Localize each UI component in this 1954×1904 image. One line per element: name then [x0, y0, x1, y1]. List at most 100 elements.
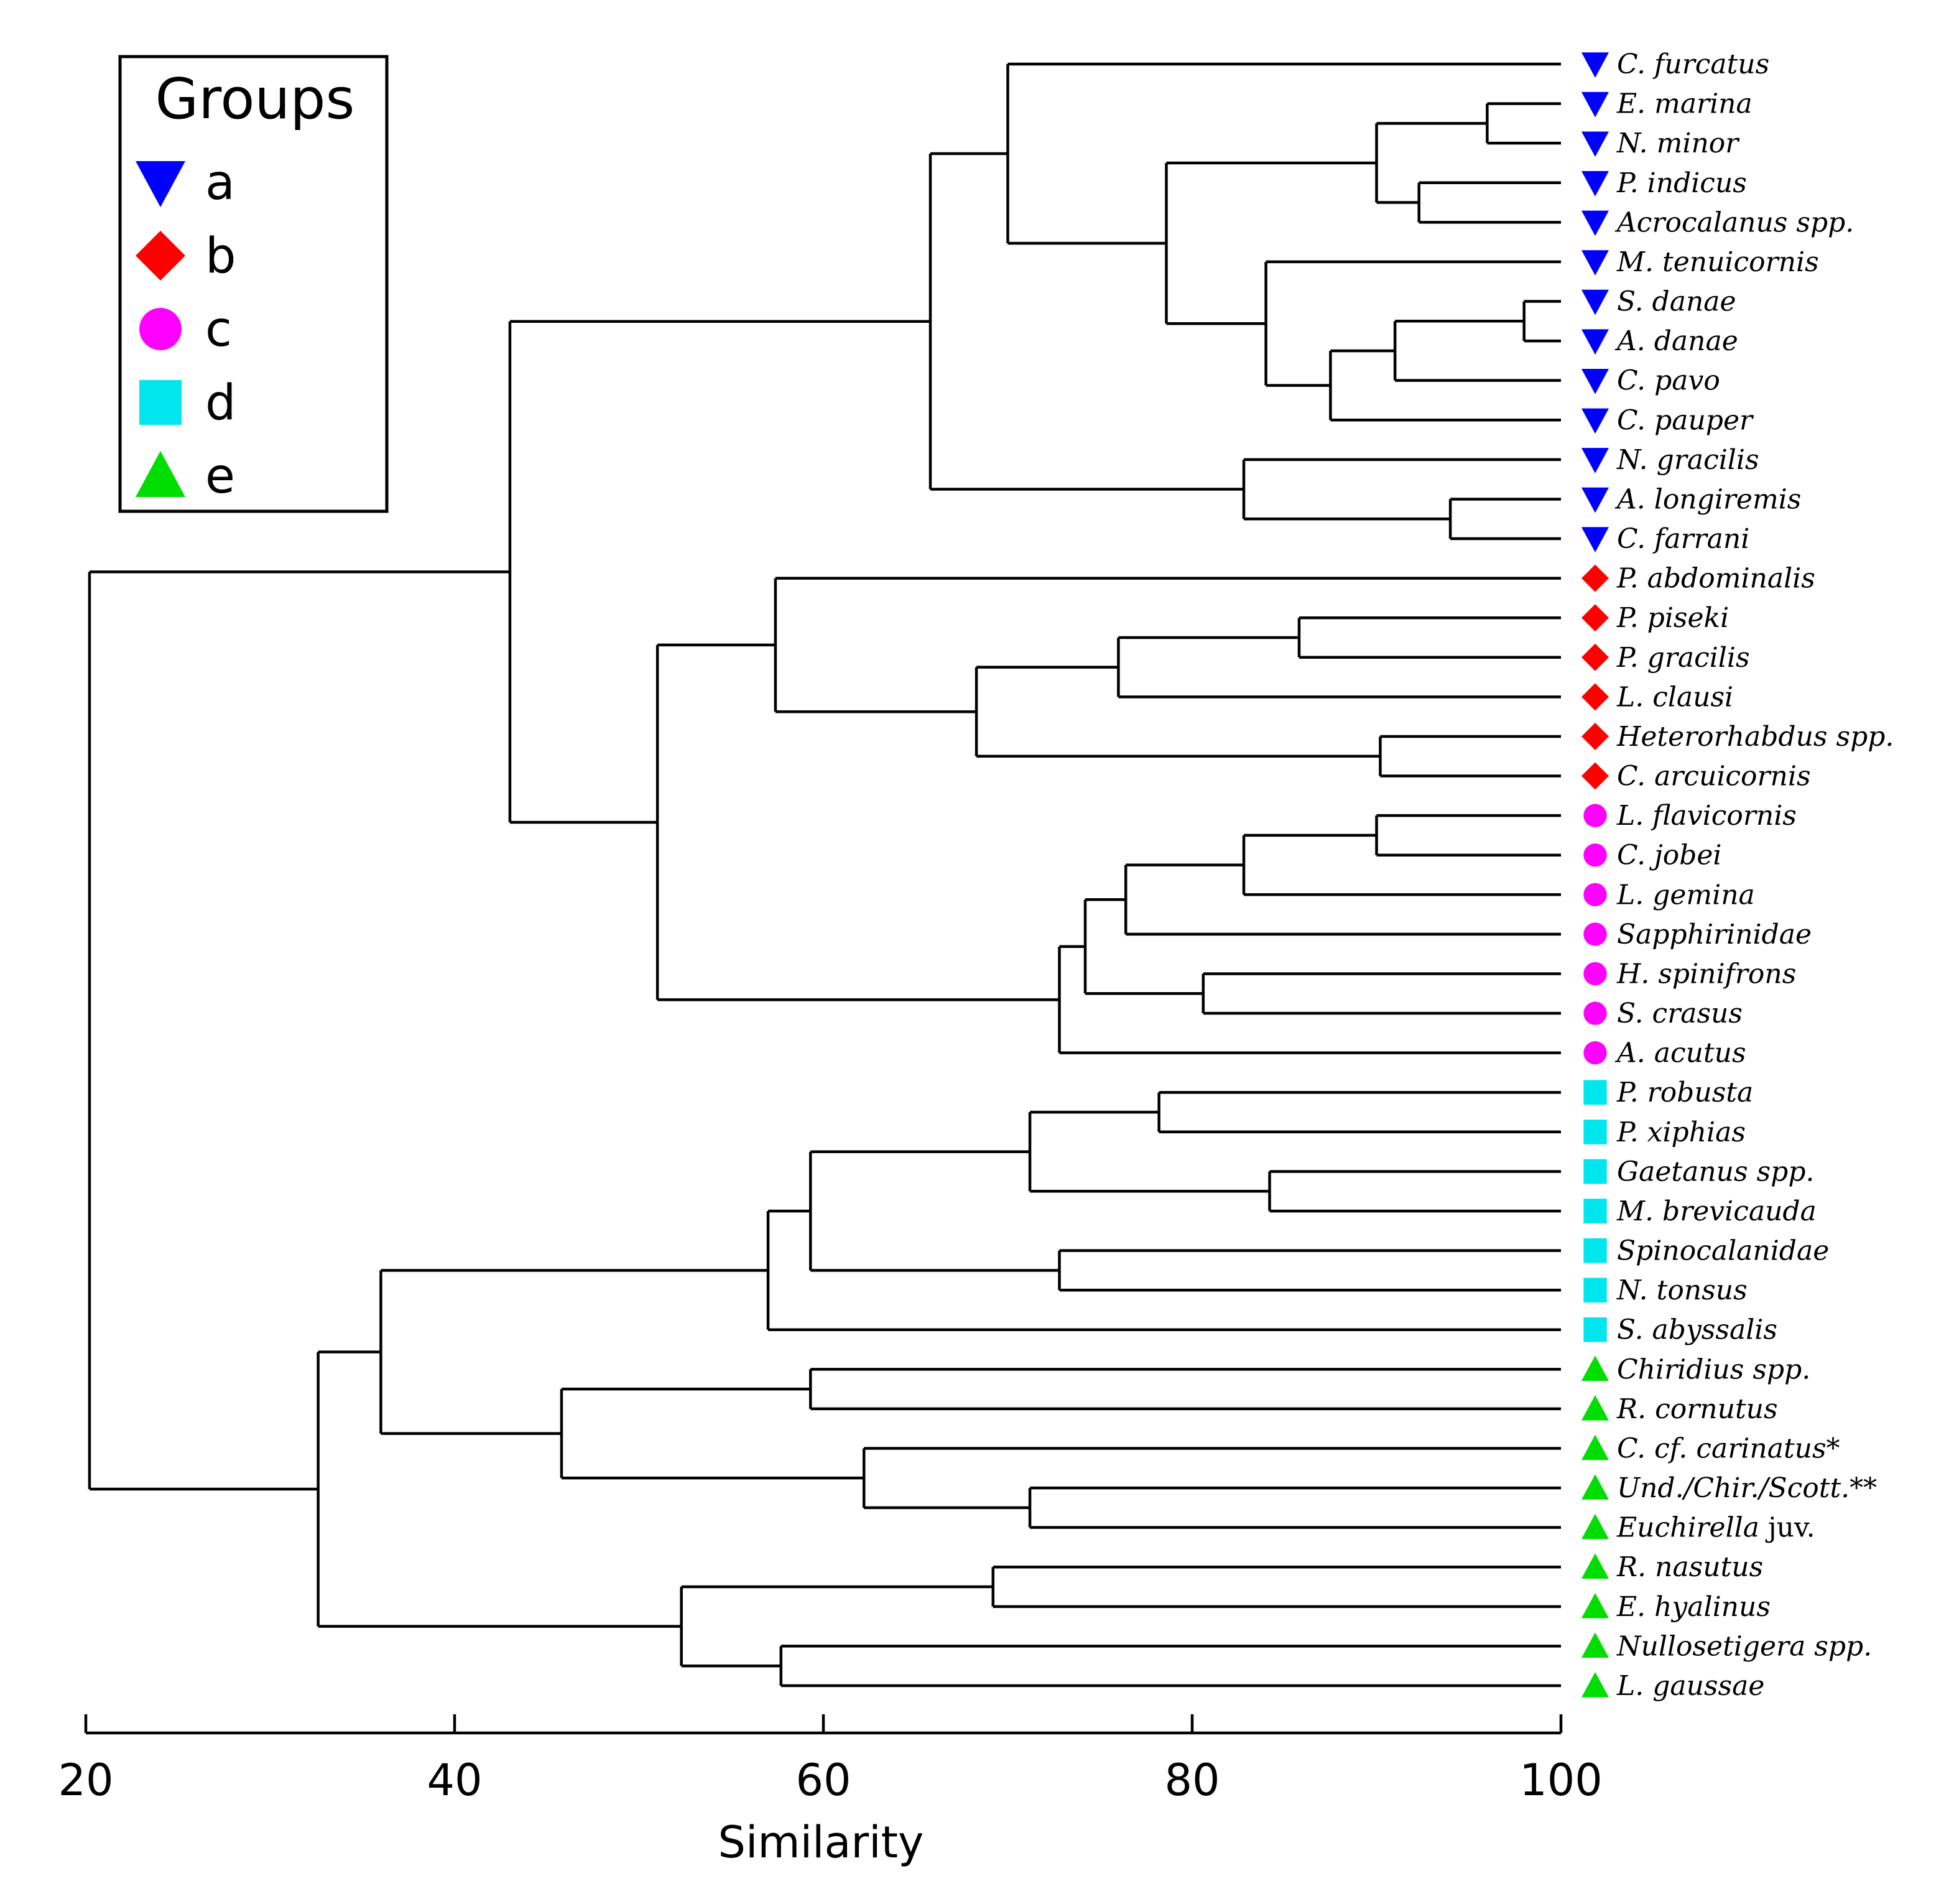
marker-group-e-39	[1581, 1592, 1609, 1618]
leaf-label: S. abyssalis	[1617, 1314, 1777, 1346]
leaf-label: E. hyalinus	[1616, 1591, 1771, 1623]
legend-label-e: e	[205, 448, 235, 504]
marker-group-a-9	[1581, 408, 1609, 434]
leaf-label: P. xiphias	[1616, 1117, 1746, 1148]
leaf-label: C. farrani	[1617, 523, 1749, 555]
x-tick-label: 40	[427, 1755, 482, 1806]
leaf-label: Und./Chir./Scott.**	[1617, 1472, 1877, 1504]
leaf-label: Heterorhabdus spp.	[1616, 721, 1894, 753]
marker-group-a-5	[1581, 250, 1609, 276]
marker-group-e-33	[1581, 1355, 1609, 1382]
leaf-label: L. gaussae	[1616, 1670, 1764, 1702]
marker-group-b-16	[1581, 683, 1609, 711]
x-tick-label: 60	[795, 1755, 851, 1806]
legend-marker-a	[136, 161, 185, 207]
marker-group-e-35	[1581, 1434, 1609, 1461]
leaf-label: C. pauper	[1617, 404, 1754, 436]
leaf-label: Nullosetigera spp.	[1616, 1630, 1872, 1662]
leaf-label: N. tonsus	[1616, 1275, 1748, 1306]
marker-group-c-20	[1583, 843, 1607, 867]
dendrogram-branches	[88, 62, 1561, 1688]
leaf-label: A. longiremis	[1614, 483, 1801, 515]
legend-label-b: b	[205, 228, 236, 284]
marker-group-a-2	[1581, 131, 1609, 157]
marker-group-a-4	[1581, 210, 1609, 236]
leaf-label: P. piseki	[1616, 602, 1729, 634]
marker-group-b-14	[1581, 604, 1609, 632]
marker-group-e-36	[1581, 1474, 1609, 1500]
leaf-label: Acrocalanus spp.	[1614, 207, 1854, 238]
leaf-label: C. cf. carinatus*	[1617, 1433, 1840, 1464]
marker-group-c-25	[1583, 1041, 1607, 1065]
legend-marker-e	[136, 451, 185, 497]
marker-group-e-34	[1581, 1395, 1609, 1421]
x-tick-label: 20	[58, 1755, 113, 1806]
leaf-label: N. gracilis	[1616, 444, 1759, 476]
leaf-label: M. brevicauda	[1616, 1196, 1817, 1227]
leaf-label: P. indicus	[1616, 167, 1747, 199]
legend-label-d: d	[205, 375, 236, 431]
leaf-label: C. jobei	[1617, 840, 1721, 871]
marker-group-a-1	[1581, 91, 1609, 118]
marker-group-d-28	[1583, 1159, 1607, 1184]
marker-group-a-0	[1581, 52, 1609, 78]
marker-group-e-38	[1581, 1553, 1609, 1579]
marker-group-c-19	[1583, 804, 1607, 827]
marker-group-b-13	[1581, 564, 1609, 592]
legend-marker-d	[139, 380, 182, 425]
marker-group-b-15	[1581, 643, 1609, 671]
leaf-markers	[1581, 52, 1609, 1697]
legend-marker-c	[139, 308, 182, 350]
legend-label-c: c	[205, 302, 232, 358]
leaf-label: Euchirella juv.	[1616, 1512, 1815, 1544]
x-axis: 20 40 60 80 100 Similarity	[58, 1714, 1603, 1868]
marker-group-d-29	[1583, 1199, 1607, 1224]
marker-group-a-12	[1581, 527, 1609, 553]
marker-group-d-32	[1583, 1317, 1607, 1342]
marker-group-e-41	[1581, 1672, 1609, 1697]
marker-group-d-30	[1583, 1238, 1607, 1263]
leaf-label: C. arcuicornis	[1617, 761, 1811, 792]
x-tick-label: 100	[1519, 1755, 1603, 1806]
marker-group-c-21	[1583, 883, 1607, 906]
marker-group-a-6	[1581, 289, 1609, 315]
leaf-label: A. danae	[1614, 325, 1738, 357]
leaf-label: Chiridius spp.	[1617, 1354, 1810, 1385]
marker-group-c-23	[1583, 962, 1607, 986]
legend-box	[118, 55, 389, 513]
leaf-label: Spinocalanidae	[1617, 1235, 1829, 1267]
marker-group-a-7	[1581, 329, 1609, 355]
marker-group-a-10	[1581, 448, 1609, 473]
leaf-label: H. spinifrons	[1616, 958, 1796, 990]
marker-group-c-24	[1583, 1001, 1607, 1025]
marker-group-b-18	[1581, 762, 1609, 790]
marker-group-c-22	[1583, 922, 1607, 946]
leaf-label: R. cornutus	[1616, 1393, 1778, 1425]
leaf-label: P. robusta	[1616, 1077, 1753, 1108]
leaf-label: A. acutus	[1614, 1038, 1746, 1069]
marker-group-e-37	[1581, 1513, 1609, 1539]
leaf-label: M. tenuicornis	[1616, 246, 1819, 278]
leaf-label: R. nasutus	[1616, 1551, 1763, 1583]
x-tick-label: 80	[1164, 1755, 1220, 1806]
legend-marker-b	[136, 231, 185, 281]
marker-group-a-11	[1581, 487, 1609, 513]
leaf-label: L. flavicornis	[1616, 800, 1797, 832]
legend-title: Groups	[155, 67, 355, 132]
marker-group-a-8	[1581, 368, 1609, 394]
leaf-label: Gaetanus spp.	[1617, 1156, 1814, 1187]
leaf-label: S. crasus	[1617, 998, 1743, 1029]
leaf-label: P. gracilis	[1616, 642, 1750, 674]
leaf-label: C. pavo	[1617, 365, 1720, 397]
leaf-label: Sapphirinidae	[1617, 919, 1812, 950]
leaf-label: E. marina	[1616, 88, 1753, 120]
legend-label-a: a	[205, 155, 235, 211]
leaf-label: L. gemina	[1616, 879, 1755, 911]
leaf-label: P. abdominalis	[1616, 563, 1815, 595]
leaf-label: C. furcatus	[1617, 49, 1769, 80]
marker-group-e-40	[1581, 1632, 1609, 1658]
marker-group-d-31	[1583, 1278, 1607, 1303]
marker-group-d-27	[1583, 1120, 1607, 1145]
x-axis-title: Similarity	[718, 1817, 924, 1868]
